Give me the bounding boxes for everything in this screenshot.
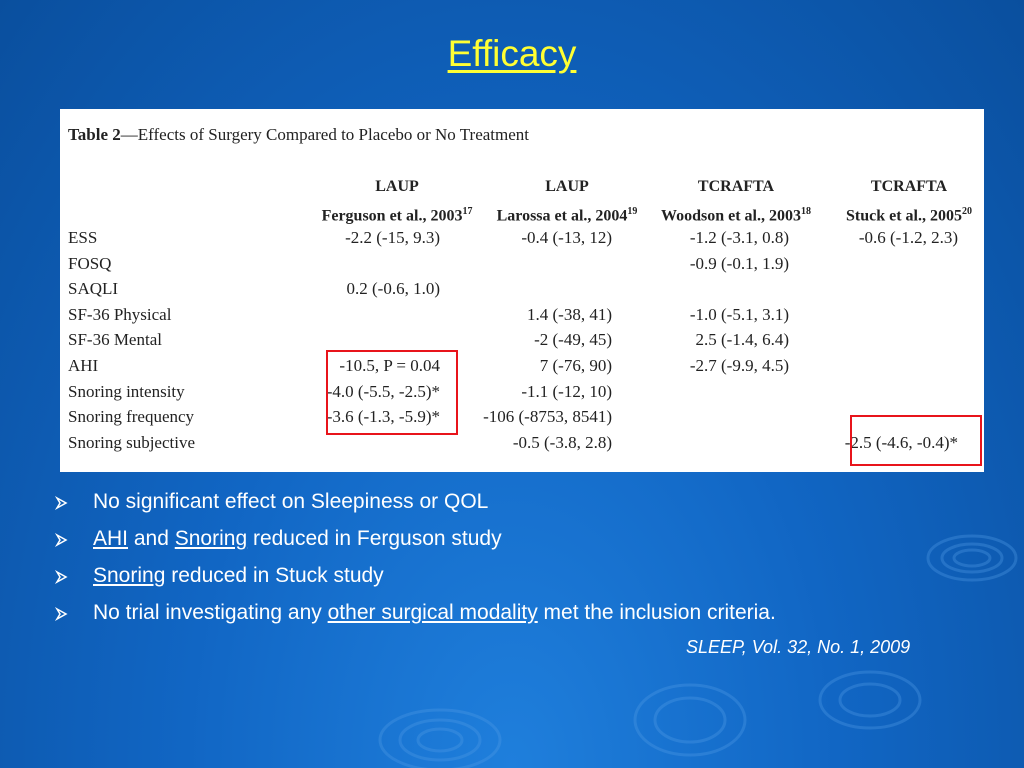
row-label: Snoring frequency — [68, 407, 195, 427]
row-label: Snoring subjective — [68, 432, 196, 452]
column-reference: 17 — [462, 206, 473, 217]
table-cell: -0.5 (-3.8, 2.8) — [512, 432, 612, 452]
highlight-box-ferguson — [326, 350, 458, 435]
column-study-name: Woodson et al., 2003 — [660, 207, 801, 225]
table-cell: 7 (-76, 90) — [539, 356, 612, 375]
column-header: TCRAFTA Stuck et al., 200520 — [819, 174, 999, 228]
row-label: AHI — [68, 356, 99, 375]
table-caption: Table 2—Effects of Surgery Compared to P… — [68, 125, 529, 145]
bullet-text-part: reduced in Stuck study — [165, 564, 384, 587]
table-cell: -1.1 (-12, 10) — [521, 381, 612, 401]
table-cell: -1.0 (-5.1, 3.1) — [689, 304, 789, 324]
column-reference: 18 — [801, 206, 811, 217]
underlined-term: AHI — [93, 527, 129, 550]
arrow-bullet-icon — [54, 487, 75, 520]
column-study-name: Ferguson et al., 2003 — [321, 207, 463, 225]
bullet-text: No trial investigating any other surgica… — [93, 598, 776, 628]
table-cell: 0.2 (-0.6, 1.0) — [346, 279, 440, 299]
bullet-text-part: reduced in Ferguson study — [247, 527, 502, 550]
study-table-image: Table 2—Effects of Surgery Compared to P… — [60, 109, 984, 472]
column-header: TCRAFTA Woodson et al., 200318 — [646, 174, 826, 228]
column-procedure: LAUP — [545, 178, 589, 195]
bullet-item: AHI and Snoring reduced in Ferguson stud… — [54, 524, 995, 561]
table-cell: -0.9 (-0.1, 1.9) — [689, 253, 789, 273]
column-header: LAUP Ferguson et al., 200317 — [307, 174, 487, 228]
arrow-bullet-icon — [54, 524, 75, 557]
underlined-term: Snoring — [93, 564, 166, 587]
highlight-box-stuck — [850, 415, 982, 466]
table-cell: 1.4 (-38, 41) — [527, 304, 612, 324]
row-label: ESS — [68, 228, 98, 247]
bullet-list: No significant effect on Sleepiness or Q… — [54, 487, 995, 635]
column-study: Larossa et al., 200419 — [477, 199, 657, 228]
column-study: Stuck et al., 200520 — [819, 199, 999, 228]
bullet-text-part: No trial investigating any — [93, 601, 328, 624]
table-cell: -1.2 (-3.1, 0.8) — [689, 228, 789, 247]
table-caption-bold: Table 2 — [68, 125, 121, 144]
bullet-item: Snoring reduced in Stuck study — [54, 561, 995, 598]
column-procedure: TCRAFTA — [697, 178, 775, 195]
table-cell: -4.0 (-5.5, -2.5)* — [326, 381, 440, 401]
column-procedure: TCRAFTA — [870, 178, 948, 195]
bullet-text-part: and — [128, 527, 175, 550]
bullet-text: No significant effect on Sleepiness or Q… — [93, 487, 488, 517]
column-study-name: Larossa et al., 2004 — [496, 207, 628, 225]
bullet-text-part: met the inclusion criteria. — [537, 601, 776, 624]
bullet-text: AHI and Snoring reduced in Ferguson stud… — [93, 524, 502, 554]
column-reference: 19 — [627, 206, 638, 217]
table-cell: -0.6 (-1.2, 2.3) — [858, 228, 958, 247]
table-cell: 2.5 (-1.4, 6.4) — [695, 330, 789, 350]
row-label: FOSQ — [68, 253, 112, 273]
column-study: Woodson et al., 200318 — [646, 199, 826, 228]
column-study-name: Stuck et al., 2005 — [846, 207, 962, 225]
row-label: SF-36 Mental — [68, 330, 162, 350]
bullet-text: Snoring reduced in Stuck study — [93, 561, 384, 591]
table-caption-text: —Effects of Surgery Compared to Placebo … — [120, 125, 530, 144]
row-label: Snoring intensity — [68, 381, 185, 401]
column-study: Ferguson et al., 200317 — [307, 199, 487, 228]
slide-title: Efficacy — [447, 33, 577, 74]
table-cell: -10.5, P = 0.04 — [339, 356, 440, 375]
table-cell: -2 (-49, 45) — [534, 330, 612, 350]
row-label: SAQLI — [68, 279, 119, 299]
underlined-term: other surgical modality — [327, 601, 538, 624]
bullet-item: No trial investigating any other surgica… — [54, 598, 995, 635]
bullet-text-part: No significant effect on Sleepiness or Q… — [93, 490, 489, 513]
table-cell: -2.2 (-15, 9.3) — [345, 228, 440, 247]
table-cell: -0.4 (-13, 12) — [521, 228, 612, 247]
underlined-term: Snoring — [174, 527, 248, 550]
table-cell: -3.6 (-1.3, -5.9)* — [326, 407, 440, 427]
row-label: SF-36 Physical — [68, 304, 172, 324]
bullet-item: No significant effect on Sleepiness or Q… — [54, 487, 995, 524]
column-header: LAUP Larossa et al., 200419 — [477, 174, 657, 228]
column-reference: 20 — [962, 206, 972, 217]
arrow-bullet-icon — [54, 561, 75, 594]
column-procedure: LAUP — [375, 178, 419, 195]
table-cell: -2.7 (-9.9, 4.5) — [689, 356, 789, 375]
arrow-bullet-icon — [54, 598, 75, 631]
table-cell: -106 (-8753, 8541) — [483, 407, 612, 427]
citation: SLEEP, Vol. 32, No. 1, 2009 — [686, 637, 911, 657]
